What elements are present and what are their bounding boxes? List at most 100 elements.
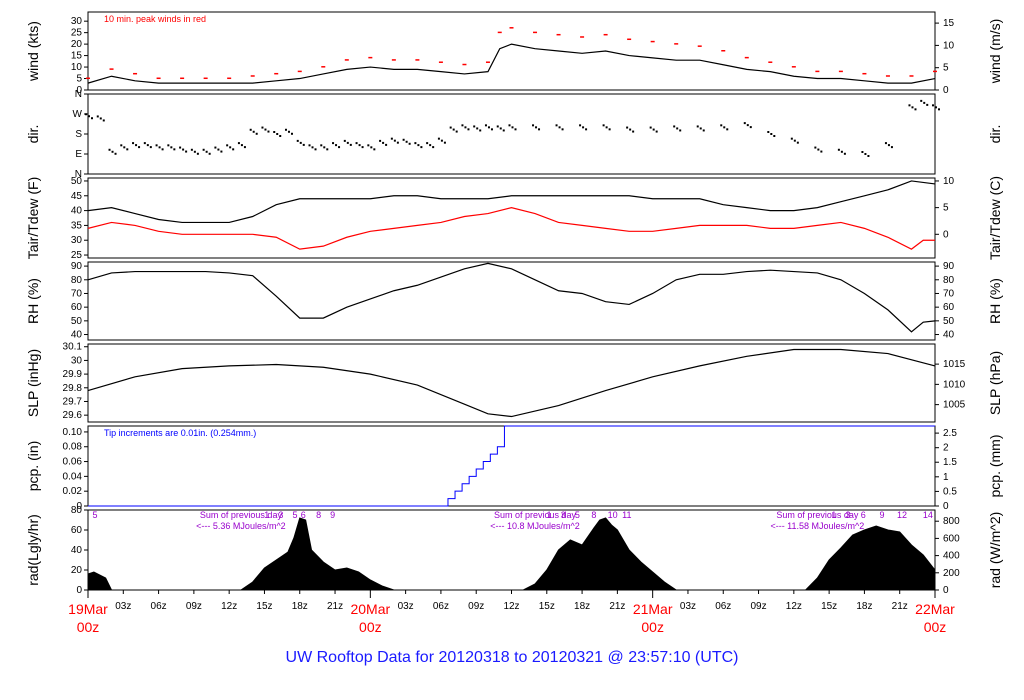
y-tick-label: 80 bbox=[71, 505, 83, 516]
data-point bbox=[214, 146, 217, 149]
data-point bbox=[579, 124, 582, 127]
x-tick-label: 15z bbox=[821, 601, 837, 612]
data-point bbox=[120, 144, 123, 147]
data-point bbox=[267, 130, 270, 133]
x-tick-label: 09z bbox=[186, 601, 202, 612]
data-point bbox=[173, 148, 176, 151]
data-point bbox=[532, 124, 535, 127]
peak-mark bbox=[933, 70, 937, 73]
data-point bbox=[490, 128, 493, 131]
data-point bbox=[452, 128, 455, 131]
panel-frame bbox=[87, 11, 936, 91]
peak-mark bbox=[909, 75, 914, 77]
peak-mark bbox=[580, 36, 585, 38]
data-point bbox=[279, 135, 282, 137]
series-area bbox=[804, 525, 936, 591]
y-axis-label: wind (kts) bbox=[25, 21, 41, 82]
peak-mark bbox=[674, 43, 679, 45]
y2-tick-label: 2 bbox=[943, 443, 949, 454]
series-line bbox=[87, 207, 935, 250]
y2-tick-label: 0.5 bbox=[943, 486, 957, 497]
solar-hour-mark: 8 bbox=[316, 510, 321, 520]
peak-mark bbox=[603, 33, 608, 36]
data-point bbox=[484, 124, 487, 127]
data-point bbox=[843, 152, 846, 155]
data-point bbox=[796, 141, 799, 144]
y2-tick-label: 800 bbox=[943, 516, 960, 527]
peak-mark bbox=[721, 50, 726, 52]
peak-mark bbox=[509, 27, 514, 29]
data-point bbox=[284, 128, 287, 131]
data-point bbox=[167, 144, 170, 147]
data-point bbox=[170, 146, 173, 149]
y-tick-label: 40 bbox=[71, 545, 83, 556]
y-tick-label: 0.06 bbox=[63, 457, 83, 468]
x-tick-label: 09z bbox=[750, 601, 766, 612]
data-point bbox=[264, 128, 267, 131]
data-point bbox=[261, 126, 264, 129]
y2-tick-label: 10 bbox=[943, 40, 955, 51]
x-tick-label: 12z bbox=[221, 601, 237, 612]
x-day-date-label: 22Mar bbox=[915, 601, 955, 617]
data-point bbox=[149, 146, 152, 149]
x-tick-label: 06z bbox=[715, 601, 731, 612]
peak-mark bbox=[274, 72, 279, 75]
y-tick-label: 45 bbox=[71, 191, 83, 202]
peak-mark bbox=[556, 33, 561, 36]
y-tick-label: 0 bbox=[76, 85, 82, 96]
x-tick-label: 06z bbox=[151, 601, 167, 612]
data-point bbox=[673, 125, 676, 128]
x-tick-label: 03z bbox=[680, 601, 696, 612]
data-point bbox=[202, 148, 205, 151]
data-point bbox=[320, 144, 323, 147]
data-point bbox=[405, 140, 408, 143]
y-tick-label: 25 bbox=[71, 28, 83, 39]
x-day-date-label: 20Mar bbox=[350, 601, 390, 617]
data-point bbox=[914, 108, 917, 111]
y2-tick-label: 60 bbox=[943, 302, 955, 313]
y2-tick-label: 5 bbox=[943, 203, 949, 214]
y2-tick-label: 5 bbox=[943, 63, 949, 74]
peak-mark bbox=[133, 72, 138, 75]
data-point bbox=[837, 148, 840, 151]
solar-hour-mark: 5 bbox=[93, 510, 98, 520]
data-point bbox=[429, 144, 432, 147]
peak-mark bbox=[697, 45, 702, 47]
data-point bbox=[440, 139, 443, 142]
y2-tick-label: 400 bbox=[943, 551, 960, 562]
daily-sum-value: <--- 11.58 MJoules/m^2 bbox=[770, 521, 864, 531]
peak-mark bbox=[297, 70, 302, 73]
y2-axis-label: RH (%) bbox=[987, 278, 1003, 324]
data-point bbox=[240, 144, 243, 147]
peak-mark bbox=[180, 77, 185, 80]
solar-hour-mark: 6 bbox=[861, 510, 866, 520]
data-point bbox=[208, 152, 211, 155]
data-point bbox=[652, 128, 655, 131]
data-point bbox=[382, 141, 385, 144]
solar-hour-mark: 1 bbox=[547, 510, 552, 520]
data-point bbox=[96, 115, 99, 118]
data-point bbox=[605, 126, 608, 129]
y-axis-label: pcp. (in) bbox=[25, 441, 41, 492]
data-point bbox=[358, 144, 361, 147]
data-point bbox=[887, 144, 890, 147]
y2-tick-label: 2.5 bbox=[943, 428, 957, 439]
data-point bbox=[229, 146, 232, 149]
panel-frame bbox=[87, 177, 936, 259]
data-point bbox=[379, 139, 382, 142]
panel-annotation: Tip increments are 0.01in. (0.254mm.) bbox=[104, 428, 256, 438]
data-point bbox=[88, 115, 90, 118]
y-axis-label: RH (%) bbox=[25, 278, 41, 324]
data-point bbox=[114, 152, 117, 155]
y-tick-label: 60 bbox=[71, 302, 83, 313]
data-point bbox=[308, 144, 311, 147]
data-point bbox=[287, 130, 290, 133]
data-point bbox=[743, 122, 746, 125]
data-point bbox=[935, 106, 937, 109]
y2-tick-label: 0 bbox=[943, 585, 949, 596]
data-point bbox=[723, 126, 726, 129]
data-point bbox=[632, 130, 635, 133]
x-tick-label: 15z bbox=[539, 601, 555, 612]
y-tick-label: 29.7 bbox=[63, 396, 83, 407]
data-point bbox=[323, 146, 326, 149]
